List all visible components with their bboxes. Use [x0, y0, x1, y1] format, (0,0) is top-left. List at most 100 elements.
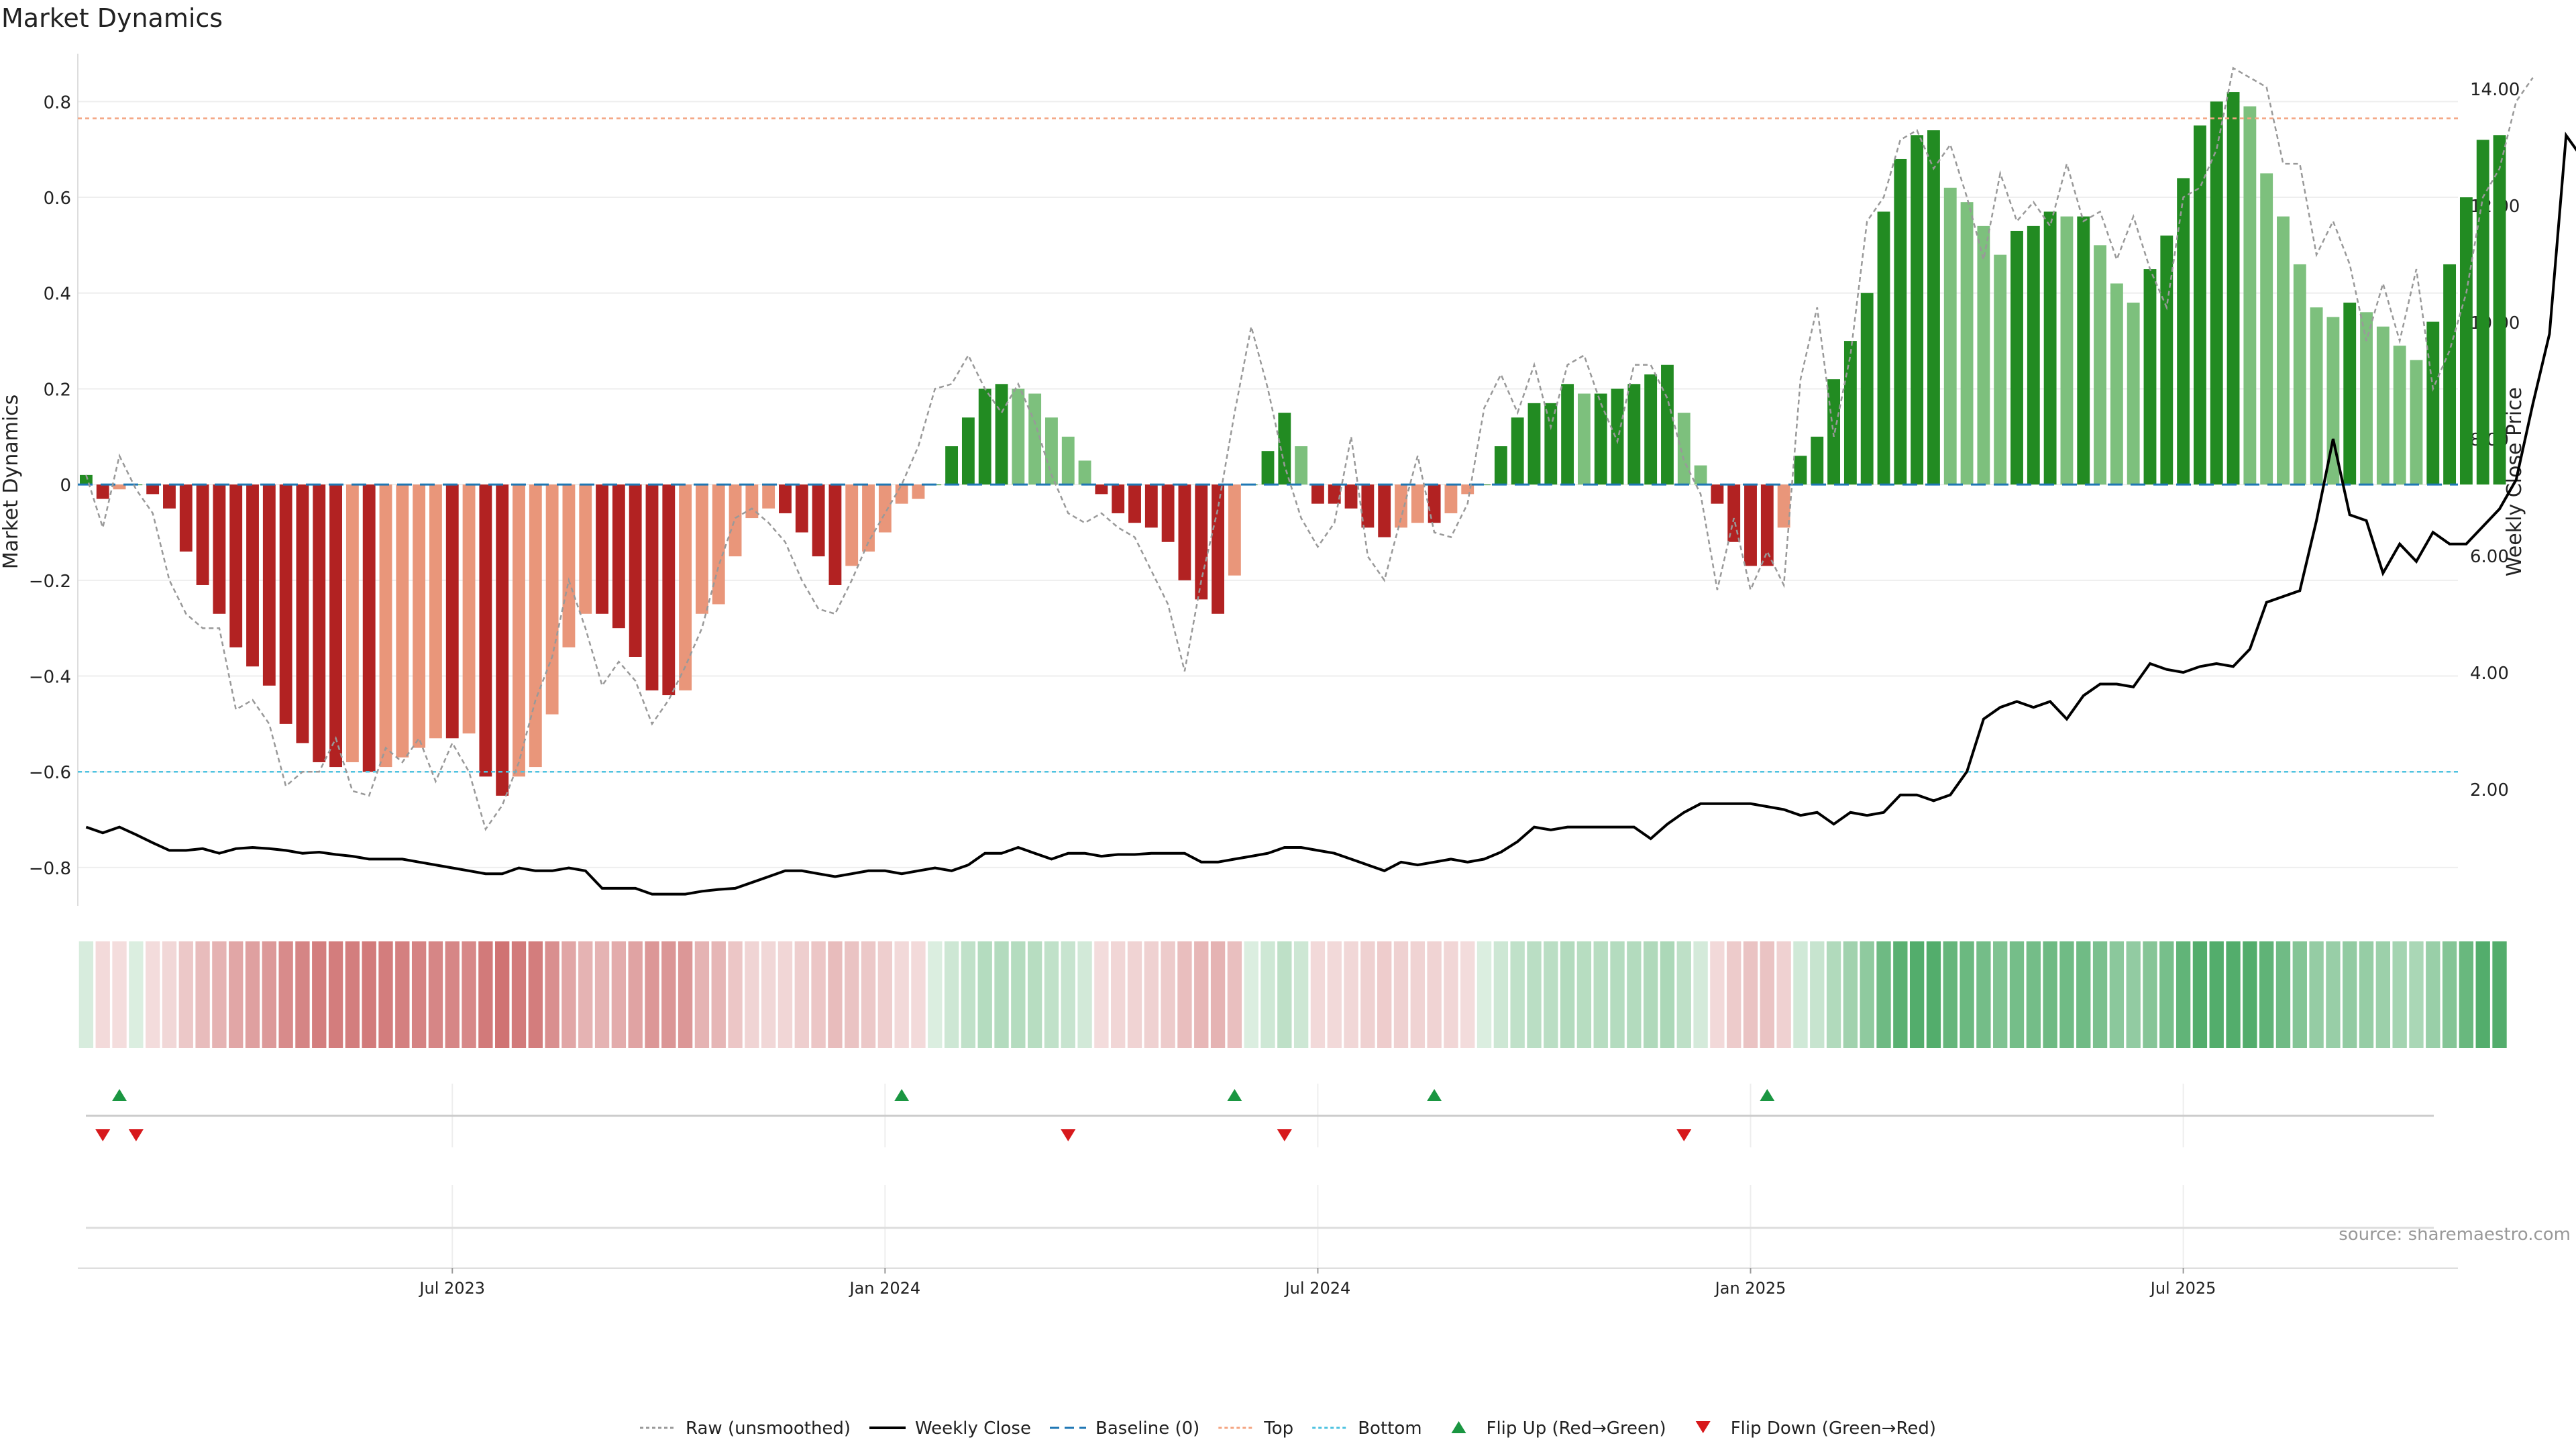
dynamics-bar	[379, 484, 392, 768]
dynamics-bar	[862, 484, 875, 552]
dynamics-bar	[2459, 197, 2473, 485]
legend-item: Baseline (0)	[1050, 1418, 1199, 1439]
heat-cell	[877, 941, 893, 1048]
dynamics-bar	[1144, 484, 1158, 528]
heat-cell	[1210, 941, 1226, 1048]
chart-title: Market Dynamics	[1, 3, 223, 33]
dynamics-bar	[812, 484, 825, 557]
heat-cell	[745, 941, 759, 1048]
x-tick-label: Jul 2025	[2149, 1279, 2216, 1298]
heat-cell	[1277, 941, 1292, 1048]
dynamics-bar	[1977, 225, 1990, 485]
dynamics-bar	[196, 484, 209, 585]
dynamics-bar	[2410, 360, 2423, 485]
heat-cell	[777, 941, 793, 1048]
dynamics-bar	[878, 484, 892, 533]
dynamics-bar	[1577, 393, 1591, 485]
heat-cell	[1161, 941, 1175, 1048]
flip-up-marker	[1427, 1089, 1442, 1101]
heat-cell	[2492, 941, 2507, 1048]
heat-cell	[628, 941, 643, 1048]
dynamics-bar	[1644, 374, 1658, 485]
heat-cell	[611, 941, 627, 1048]
legend: Raw (unsmoothed) Weekly Close Baseline (0)…	[640, 1418, 1936, 1439]
heat-cell	[928, 941, 943, 1048]
heat-cell	[1943, 941, 1957, 1048]
heat-cell	[1460, 941, 1475, 1048]
dynamics-bar	[828, 484, 842, 585]
dynamics-bar	[1544, 403, 1558, 485]
raw-series-line	[85, 66, 2534, 831]
heat-cell	[1960, 941, 1974, 1048]
dynamics-bar	[462, 484, 476, 734]
heat-cell	[1544, 941, 1558, 1048]
heat-cell	[2176, 941, 2191, 1048]
dynamics-bar	[1295, 446, 1308, 485]
legend-label: Baseline (0)	[1095, 1418, 1199, 1439]
dynamics-bar	[1112, 484, 1125, 513]
heat-cell	[2259, 941, 2274, 1048]
heat-cell	[262, 941, 276, 1048]
dynamics-bar	[1178, 484, 1191, 580]
heat-cell	[295, 941, 310, 1048]
dynamics-bar	[413, 484, 426, 748]
dynamics-bar	[645, 484, 659, 690]
dynamics-bar	[1943, 187, 1957, 485]
dynamics-bar	[1677, 413, 1690, 485]
heat-cell	[345, 941, 360, 1048]
heat-cell	[1044, 941, 1059, 1048]
flip-markers-panel	[86, 1084, 2434, 1147]
heat-cell	[2043, 941, 2057, 1048]
heat-cell	[1776, 941, 1791, 1048]
heat-cell	[2459, 941, 2474, 1048]
dynamics-bar	[345, 484, 359, 762]
dynamics-bar	[163, 484, 176, 509]
y-axis-label: Market Dynamics	[0, 395, 23, 570]
flip-up-marker	[112, 1089, 127, 1101]
dynamics-bar	[1561, 384, 1574, 485]
heat-cell	[2292, 941, 2307, 1048]
heat-cell	[2059, 941, 2074, 1048]
heat-cell	[1127, 941, 1142, 1048]
heat-cell	[2343, 941, 2357, 1048]
heat-cell	[1576, 941, 1592, 1048]
heat-cell	[328, 941, 343, 1048]
dynamics-bar	[2226, 92, 2240, 485]
dynamics-bar	[146, 484, 160, 495]
heat-cell	[578, 941, 593, 1048]
heat-cell	[1760, 941, 1775, 1048]
heat-cell	[1643, 941, 1658, 1048]
heat-cell	[794, 941, 809, 1048]
dynamics-bar	[213, 484, 226, 614]
dynamics-bar	[329, 484, 343, 768]
y-tick-label: 0.4	[44, 284, 71, 305]
dynamics-bar	[1045, 417, 1058, 485]
y-tick-label: 0.6	[44, 189, 71, 209]
heat-cell	[1876, 941, 1891, 1048]
legend-label: Flip Down (Green→Red)	[1731, 1418, 1936, 1439]
heat-cell	[1727, 941, 1741, 1048]
legend-item: Flip Down (Green→Red)	[1695, 1418, 1936, 1439]
flip-down-marker	[1676, 1129, 1692, 1141]
dynamics-bar	[246, 484, 259, 667]
heat-cell	[2375, 941, 2391, 1048]
dynamics-bar	[1444, 484, 1458, 513]
dynamics-bar	[1012, 388, 1025, 485]
dynamics-bar	[1494, 446, 1507, 485]
heat-cell	[2009, 941, 2025, 1048]
x-tick-label: Jul 2024	[1284, 1279, 1351, 1298]
dynamics-bar	[629, 484, 642, 657]
legend-item: Flip Up (Red→Green)	[1451, 1418, 1666, 1439]
heat-cell	[761, 941, 776, 1048]
heat-cell	[2192, 941, 2208, 1048]
heat-cell	[2243, 941, 2257, 1048]
dynamics-bar	[1361, 484, 1375, 528]
dynamics-bar	[1894, 158, 1907, 485]
flip-up-marker	[1760, 1089, 1775, 1101]
dynamics-bar	[1594, 393, 1607, 485]
axes-layer: −0.8 −0.6 −0.4 −0.2 0 0.2 0.4 0.6 0.8 2.00 4.00 6.0…	[29, 54, 2520, 906]
y-tick-label: −0.2	[29, 572, 71, 592]
dynamics-bar	[2376, 326, 2390, 485]
y-tick-label: −0.6	[29, 763, 71, 783]
dynamics-bar	[1261, 451, 1275, 485]
